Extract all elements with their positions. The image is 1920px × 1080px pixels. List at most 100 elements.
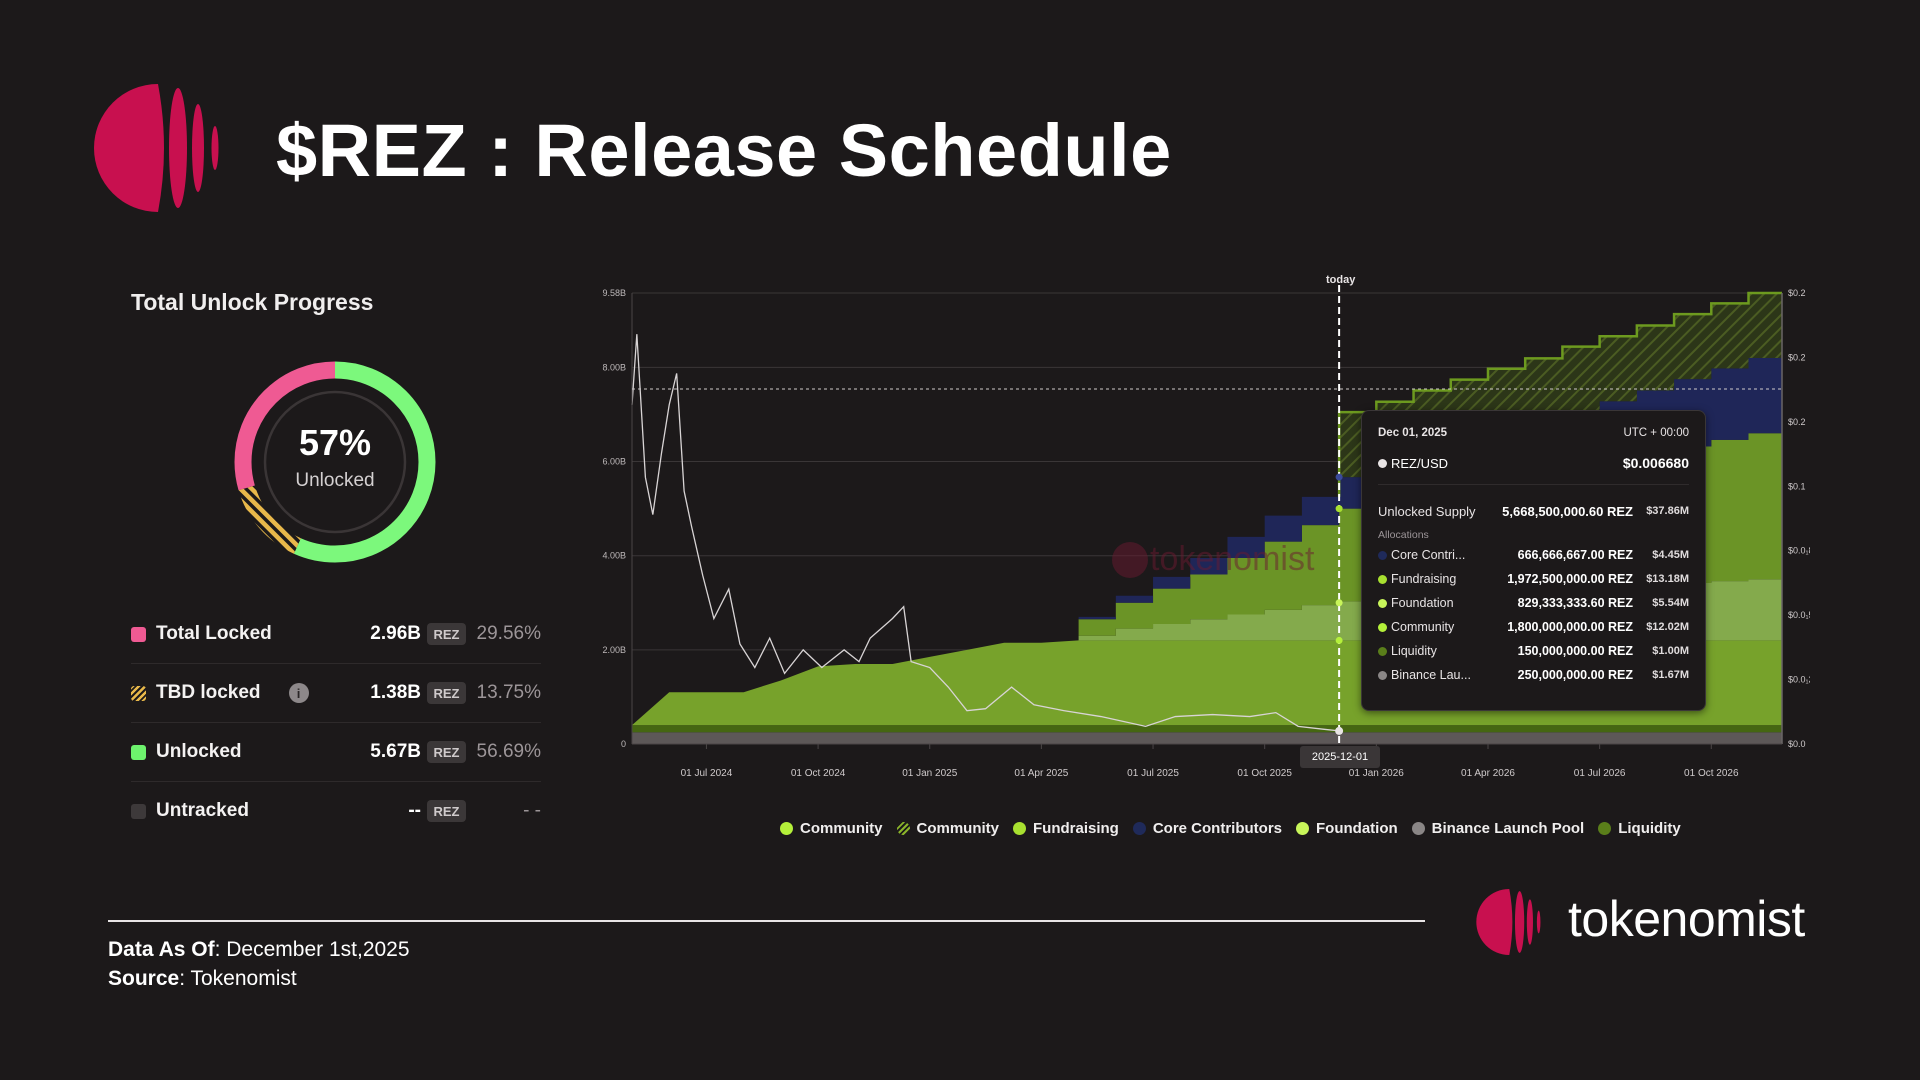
tooltip-allocation-row: Liquidity 150,000,000.00 REZ $1.00M (1378, 639, 1689, 663)
untracked-swatch (131, 803, 146, 819)
info-icon[interactable]: i (288, 683, 309, 703)
tooltip-allocation-row: Core Contri... 666,666,667.00 REZ $4.45M (1378, 543, 1689, 567)
tooltip-allocation-row: Fundraising 1,972,500,000.00 REZ $13.18M (1378, 567, 1689, 591)
chart-legend: Community Community Fundraising Core Contri… (780, 820, 1681, 837)
unit-badge: REZ (427, 741, 466, 763)
legend-item[interactable]: Community (896, 820, 999, 837)
total-locked-swatch (131, 626, 146, 642)
y2-tick-label: $0.2 (1788, 417, 1806, 427)
allocation-usd: $13.18M (1646, 573, 1689, 585)
watermark: tokenomist (1150, 540, 1315, 578)
allocation-usd: $12.02M (1646, 621, 1689, 633)
legend-item[interactable]: Core Contributors (1132, 820, 1282, 837)
tooltip-supply-label: Unlocked Supply (1378, 503, 1476, 519)
unlock-donut-chart (234, 361, 436, 563)
y2-tick-label: $0.1 (1788, 481, 1806, 491)
y2-tick-label: $0.0 (1788, 739, 1806, 749)
legend-swatch-icon (1132, 822, 1146, 835)
legend-label: Foundation (1316, 820, 1398, 837)
source-value: : Tokenomist (179, 967, 297, 990)
price-line-rez-usd[interactable] (631, 334, 1340, 732)
row-untracked: Untracked -- REZ - - (131, 791, 541, 831)
brand-name: tokenomist (1568, 891, 1805, 947)
unit-badge: REZ (427, 800, 466, 822)
y-tick-label: 9.58B (602, 288, 626, 298)
watermark-logo-icon (1112, 542, 1148, 578)
y2-tick-label: $0.0₁89 (1788, 546, 1810, 556)
legend-label: Binance Launch Pool (1431, 820, 1585, 837)
legend-label: Community (800, 820, 883, 837)
y-tick-label: 2.00B (602, 645, 626, 655)
legend-item[interactable]: Binance Launch Pool (1411, 820, 1585, 837)
x-tick-label: 01 Apr 2026 (1461, 768, 1515, 779)
allocation-amount: 666,666,667.00 REZ (1517, 548, 1633, 562)
y-tick-label: 0 (621, 739, 626, 749)
legend-item[interactable]: Liquidity (1598, 820, 1681, 837)
allocation-name: Core Contri... (1391, 548, 1466, 562)
row-label: TBD locked (156, 682, 261, 703)
tooltip-supply-value: 5,668,500,000.60 REZ (1502, 503, 1633, 519)
tooltip-pair: REZ/USD (1391, 455, 1449, 471)
allocation-name: Fundraising (1391, 572, 1457, 586)
rez-logo-icon (94, 84, 219, 212)
tbd-locked-swatch (131, 685, 146, 701)
price-dot-icon (1378, 458, 1387, 468)
data-as-of: Data As Of: December 1st,2025 (108, 938, 410, 962)
x-tick-label: 01 Oct 2026 (1684, 768, 1739, 779)
tooltip-price: $0.006680 (1622, 455, 1689, 471)
tooltip-allocation-row: Foundation 829,333,333.60 REZ $5.54M (1378, 591, 1689, 615)
allocation-dot-icon (1378, 646, 1387, 656)
today-marker-dot (1335, 636, 1343, 644)
allocation-name: Binance Lau... (1391, 668, 1471, 682)
legend-swatch-icon (896, 822, 910, 835)
today-date-badge: 2025-12-01 (1300, 746, 1380, 768)
tokenomist-logo-icon (1476, 889, 1541, 955)
tooltip-supply-usd: $37.86M (1646, 505, 1689, 517)
x-tick-label: 01 Jul 2024 (680, 768, 733, 779)
allocation-name: Liquidity (1391, 644, 1437, 658)
legend-label: Liquidity (1618, 820, 1681, 837)
today-marker-dot (1335, 505, 1343, 513)
unit-badge: REZ (427, 623, 466, 645)
area-binance-launch-pool[interactable] (632, 732, 1782, 744)
allocation-dot-icon (1378, 598, 1387, 608)
tooltip-allocation-row: Binance Lau... 250,000,000.00 REZ $1.67M (1378, 663, 1689, 687)
row-label: Untracked (156, 800, 249, 821)
data-as-of-value: : December 1st,2025 (214, 938, 410, 961)
unlock-progress-title: Total Unlock Progress (131, 289, 374, 315)
legend-item[interactable]: Community (780, 820, 883, 837)
today-label: today (1326, 274, 1356, 286)
allocation-dot-icon (1378, 550, 1387, 560)
donut-inner-ring (263, 390, 407, 534)
row-percent: 29.56% (476, 623, 541, 644)
x-tick-label: 01 Jul 2025 (1127, 768, 1179, 779)
legend-swatch-icon (1013, 822, 1026, 835)
allocation-usd: $1.67M (1652, 669, 1689, 681)
page-title: $REZ : Release Schedule (276, 109, 1172, 192)
row-percent: - - (523, 800, 541, 821)
divider (131, 722, 541, 723)
today-marker-dot (1335, 473, 1343, 481)
area-liquidity[interactable] (632, 725, 1782, 733)
source-label: Source (108, 967, 180, 990)
unlocked-swatch (131, 744, 146, 760)
row-total-locked: Total Locked 2.96B REZ 29.56% (131, 614, 541, 654)
legend-item[interactable]: Foundation (1296, 820, 1398, 837)
tooltip-allocation-row: Community 1,800,000,000.00 REZ $12.02M (1378, 615, 1689, 639)
allocation-name: Community (1391, 620, 1455, 634)
y2-tick-label: $0.0₁29 (1788, 675, 1810, 685)
row-value: 1.38B (370, 682, 421, 703)
price-marker-dot (1335, 726, 1344, 735)
allocation-amount: 829,333,333.60 REZ (1517, 596, 1633, 610)
allocation-amount: 1,800,000,000.00 REZ (1507, 620, 1633, 634)
allocation-usd: $1.00M (1652, 645, 1689, 657)
tooltip-allocations-title: Allocations (1378, 529, 1429, 541)
footer-divider (108, 920, 1425, 922)
x-tick-label: 01 Jul 2026 (1573, 768, 1626, 779)
area-community-tbd-[interactable] (632, 293, 1782, 726)
legend-swatch-icon (1598, 822, 1612, 835)
legend-swatch-icon (780, 822, 793, 835)
tooltip-date: Dec 01, 2025 (1378, 427, 1448, 439)
legend-item[interactable]: Fundraising (1013, 820, 1119, 837)
legend-swatch-icon (1411, 822, 1425, 835)
